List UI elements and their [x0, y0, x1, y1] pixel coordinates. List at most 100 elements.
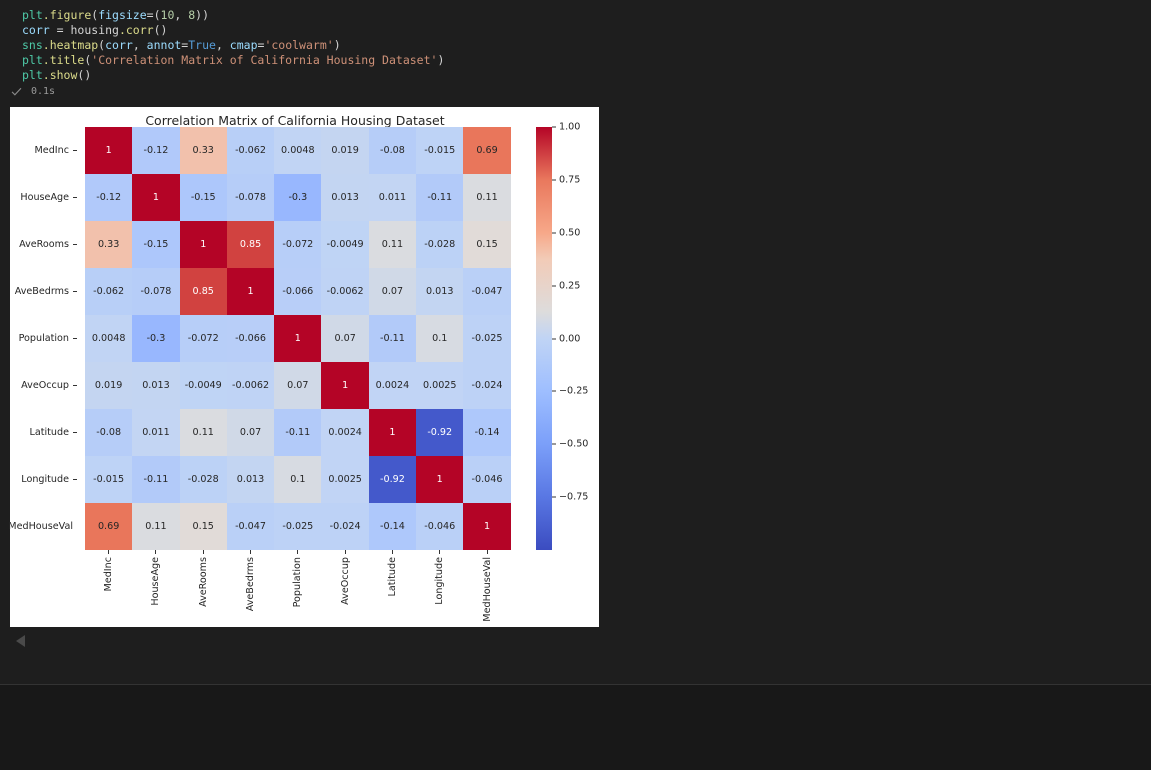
y-tick-label-6: Latitude: [9, 409, 79, 456]
colorbar-tick-3: 0.25: [552, 280, 580, 291]
heatmap-cell: 1: [85, 127, 133, 174]
code-token: ): [437, 53, 445, 67]
colorbar-gradient: [536, 127, 552, 550]
heatmap-cell: 0.07: [368, 268, 417, 315]
heatmap-cell: -0.08: [85, 409, 133, 456]
code-token: corr: [22, 23, 57, 37]
code-token: cmap: [229, 38, 258, 52]
heatmap-cell: -0.062: [85, 268, 133, 315]
colorbar-tick-1: 0.75: [552, 174, 580, 185]
colorbar-tick-4: 0.00: [552, 333, 580, 344]
x-tick-label-5: AveOccup: [321, 550, 368, 622]
heatmap-cell: 1: [179, 221, 227, 268]
heatmap-cell: 0.69: [463, 127, 511, 174]
heatmap-cell: -0.11: [368, 315, 417, 362]
colorbar-tick-2: 0.50: [552, 227, 580, 238]
code-cell[interactable]: plt.figure(figsize=(10, 8)) corr = housin…: [0, 0, 1151, 102]
heatmap-cell: -0.024: [321, 503, 369, 550]
code-token: plt: [22, 53, 43, 67]
code-line-3: sns.heatmap(corr, annot=True, cmap='cool…: [22, 38, 341, 53]
heatmap-cell: 0.1: [416, 315, 464, 362]
code-token: .title: [42, 53, 85, 67]
heatmap-cell: 0.69: [85, 503, 133, 550]
code-token: plt: [22, 68, 43, 82]
heatmap-cell: -0.92: [368, 456, 417, 503]
heatmap-cell: 0.0025: [321, 456, 369, 503]
heatmap-cell: -0.015: [85, 456, 133, 503]
heatmap-cell: 0.11: [368, 221, 417, 268]
heatmap-cell: 0.15: [463, 221, 511, 268]
heatmap-cell: 0.011: [132, 409, 180, 456]
code-token: 'coolwarm': [264, 38, 334, 52]
colorbar: 1.00 0.75 0.50 0.25 0.00 −0.25 −0.50 −0.75: [536, 122, 588, 550]
heatmap-cell: 0.85: [179, 268, 227, 315]
heatmap-cell: 0.85: [226, 221, 275, 268]
heatmap-cell: 0.013: [226, 456, 275, 503]
heatmap-cell: -0.066: [274, 268, 322, 315]
code-token: ): [333, 38, 341, 52]
heatmap-cell: 1: [274, 315, 322, 362]
check-icon: [11, 87, 22, 96]
code-line-5: plt.show(): [22, 68, 91, 83]
heatmap-cell: -0.062: [226, 127, 275, 174]
heatmap-cell: -0.15: [132, 221, 180, 268]
code-token: .show: [42, 68, 78, 82]
code-token: sns: [22, 38, 43, 52]
code-line-2: corr = housing.corr(): [22, 23, 167, 38]
heatmap-cell: -0.0049: [179, 362, 227, 409]
x-tick-label-1: HouseAge: [132, 550, 179, 622]
heatmap-cell: 0.019: [85, 362, 133, 409]
heatmap-cell: 0.019: [321, 127, 369, 174]
y-tick-label-4: Population: [9, 315, 79, 362]
code-token: corr: [105, 38, 133, 52]
heatmap-cell: 0.07: [226, 409, 275, 456]
code-token: =: [181, 38, 189, 52]
code-token: (: [91, 8, 99, 22]
colorbar-tick-0: 1.00: [552, 122, 580, 133]
x-tick-label-0: MedInc: [85, 550, 132, 622]
panel-divider: [0, 684, 1151, 685]
code-token: =: [257, 38, 265, 52]
x-tick-label-4: Population: [274, 550, 321, 622]
heatmap-cell: -0.0062: [226, 362, 275, 409]
heatmap-cell: 0.011: [368, 174, 417, 221]
code-token: 'Correlation Matrix of California Housin…: [91, 53, 438, 67]
collapse-output-arrow[interactable]: [12, 632, 30, 650]
heatmap-cell: 0.0048: [85, 315, 133, 362]
code-token: True: [188, 38, 216, 52]
plot-output-figure: Correlation Matrix of California Housing…: [8, 107, 599, 627]
x-tick-label-6: Latitude: [369, 550, 416, 622]
code-token: plt: [22, 8, 43, 22]
heatmap-cell: 0.013: [132, 362, 180, 409]
code-token: .heatmap: [42, 38, 99, 52]
heatmap-cell: -0.14: [368, 503, 417, 550]
heatmap-cell: 0.0024: [321, 409, 369, 456]
code-token: (: [84, 53, 92, 67]
y-tick-label-2: AveRooms: [9, 221, 79, 268]
heatmap-cells: 1 -0.12 0.33 -0.062 0.0048 0.019 -0.08 -0.015 0.…: [85, 127, 511, 550]
code-token: annot: [146, 38, 182, 52]
heatmap-cell: -0.3: [132, 315, 180, 362]
code-line-1: plt.figure(figsize=(10, 8)): [22, 8, 209, 23]
heatmap-cell: 0.0048: [274, 127, 322, 174]
heatmap-cell: -0.072: [274, 221, 322, 268]
heatmap-cell: 0.013: [321, 174, 369, 221]
heatmap-cell: -0.11: [274, 409, 322, 456]
heatmap-cell: -0.028: [416, 221, 464, 268]
heatmap-cell: -0.12: [132, 127, 180, 174]
code-token: )): [195, 8, 210, 22]
execution-time: 0.1s: [31, 86, 56, 97]
heatmap-cell: 1: [132, 174, 180, 221]
heatmap-cell: -0.92: [416, 409, 464, 456]
heatmap-cell: -0.12: [85, 174, 133, 221]
heatmap-cell: -0.11: [416, 174, 464, 221]
chart-title: Correlation Matrix of California Housing…: [145, 113, 445, 128]
code-token: (): [77, 68, 92, 82]
heatmap-cell: -0.0062: [321, 268, 369, 315]
code-token: housing: [70, 23, 119, 37]
heatmap-cell: -0.078: [226, 174, 275, 221]
code-token: 10: [160, 8, 175, 22]
heatmap-cell: -0.0049: [321, 221, 369, 268]
heatmap-cell: -0.15: [179, 174, 227, 221]
